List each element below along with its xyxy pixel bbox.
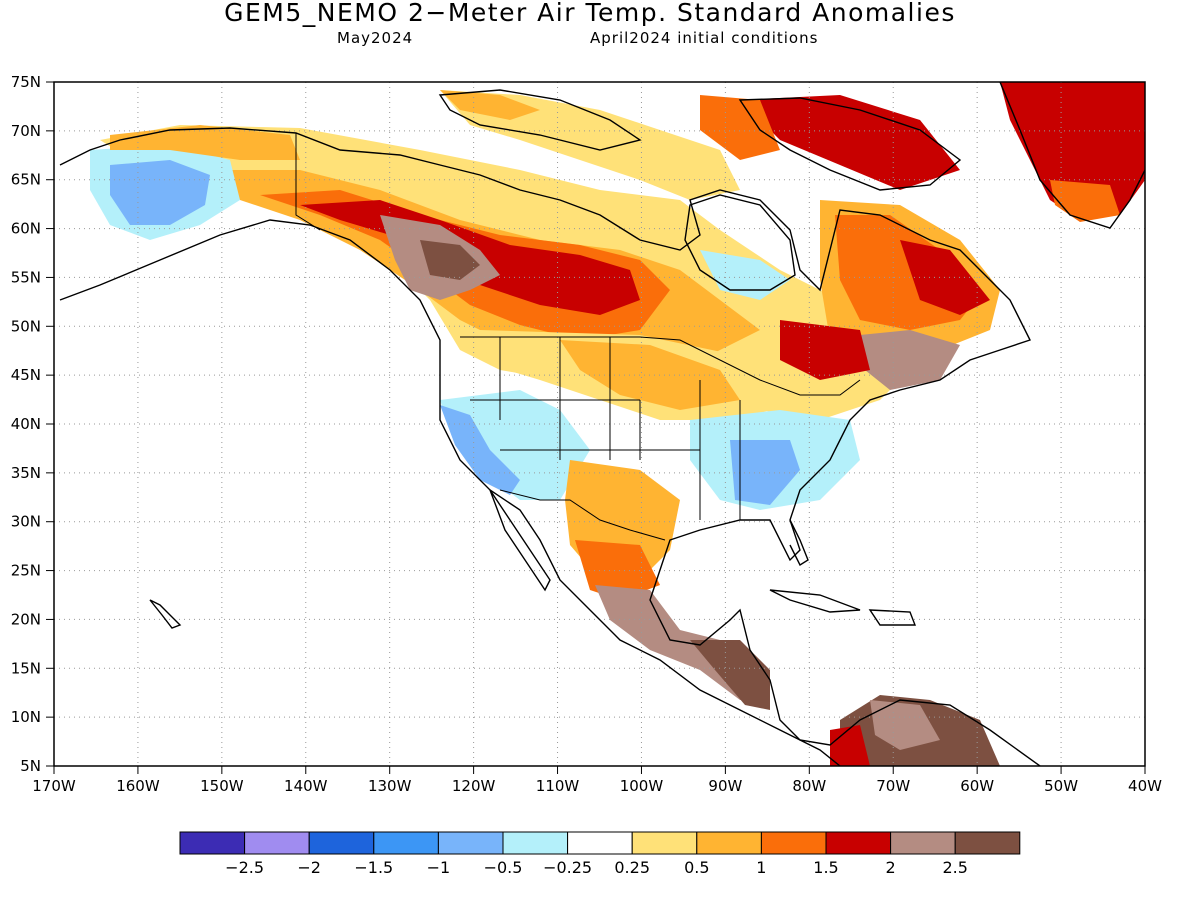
latitude-label: 5N [20, 757, 41, 775]
coastline-hawaii [149, 599, 182, 629]
coastlines [59, 82, 1145, 766]
border-us-mexico [499, 489, 666, 541]
forecast-month: May2024 [337, 29, 414, 47]
longitude-label: 60W [960, 777, 994, 795]
border-alaska-canada [295, 133, 321, 231]
orange-region-arctic [440, 90, 540, 120]
brown-region-venezuela [870, 700, 940, 750]
latitude-label: 75N [11, 73, 41, 91]
border-states-1 [470, 337, 741, 520]
longitude-label: 100W [620, 777, 664, 795]
latitude-label: 10N [11, 708, 41, 726]
cold-region-west [440, 390, 590, 500]
legend-swatch [696, 831, 762, 855]
legend-swatch [631, 831, 698, 855]
latitude-label: 50N [11, 317, 41, 335]
darkbrown-region-centralamerica [690, 640, 770, 710]
longitude-label: 80W [792, 777, 826, 795]
coastline-north-america [59, 127, 1041, 766]
legend-label: −2 [297, 858, 321, 877]
orange-region-greenland [1050, 180, 1120, 222]
legend-label: −1 [427, 858, 451, 877]
legend-swatch [825, 831, 892, 855]
legend-label: −2.5 [225, 858, 264, 877]
legend-label: 2.5 [942, 858, 967, 877]
latitude-label: 30N [11, 513, 41, 531]
coastline-hispaniola [868, 609, 917, 626]
red-region-colombia [830, 725, 870, 766]
coastline-cuba [769, 589, 861, 613]
longitude-label: 90W [708, 777, 742, 795]
coastline-arctic-islands [438, 89, 642, 151]
latitude-label: 25N [11, 562, 41, 580]
latitude-label: 20N [11, 610, 41, 628]
coastline-greenland [999, 82, 1145, 229]
latitude-label: 35N [11, 464, 41, 482]
darkorange-region-mexico [575, 540, 660, 600]
color-legend: −2.5 −2 −1.5 −1 −0.5 −0.25 0.25 0.5 1 1.5 2 2.5 [179, 831, 1021, 877]
coastline-florida [789, 519, 809, 567]
latitude-labels: 75N 70N 65N 60N 55N 50N 45N 40N 35N 30N 25N 20N 15N 1… [11, 73, 54, 775]
legend-swatch [567, 831, 633, 855]
longitude-label: 70W [876, 777, 910, 795]
legend-swatch [760, 831, 827, 855]
legend-swatch [890, 831, 956, 855]
latitude-label: 45N [11, 366, 41, 384]
latitude-label: 65N [11, 171, 41, 189]
longitude-label: 120W [452, 777, 496, 795]
legend-swatch [308, 831, 375, 855]
latitude-label: 15N [11, 659, 41, 677]
legend-swatch [244, 831, 310, 855]
longitude-label: 130W [368, 777, 412, 795]
red-region-baffin [740, 95, 960, 190]
legend-label: −1.5 [354, 858, 393, 877]
latitude-label: 40N [11, 415, 41, 433]
coastline-baffin [738, 97, 962, 191]
coastline-pacific [59, 219, 841, 766]
longitude-label: 40W [1128, 777, 1162, 795]
anomaly-shading [90, 82, 1145, 766]
coastline-hudson-bay [684, 194, 796, 291]
legend-label: −0.5 [484, 858, 523, 877]
cold-region-alaska [110, 160, 210, 225]
legend-swatch [179, 831, 246, 855]
longitude-label: 140W [284, 777, 328, 795]
warm-region-alaska-north [110, 125, 300, 160]
legend-label: 1 [756, 858, 766, 877]
border-us-canada [460, 336, 861, 396]
longitude-label: 150W [200, 777, 244, 795]
legend-swatch [954, 831, 1021, 855]
longitude-label: 170W [32, 777, 76, 795]
legend-label: 0.25 [614, 858, 650, 877]
longitude-labels: 170W 160W 150W 140W 130W 120W 110W 100W 90W 80W 70… [32, 766, 1162, 795]
longitude-label: 160W [116, 777, 160, 795]
cold-region-hudson [700, 250, 790, 300]
latitude-label: 55N [11, 268, 41, 286]
latitude-label: 70N [11, 122, 41, 140]
red-region-maritimes [780, 320, 870, 380]
darkbrown-region-bc [420, 240, 480, 280]
legend-swatch [437, 831, 504, 855]
political-borders [295, 133, 861, 541]
legend-swatch [502, 831, 569, 855]
legend-label: 1.5 [813, 858, 838, 877]
legend-label: 0.5 [684, 858, 709, 877]
legend-label: 2 [886, 858, 896, 877]
longitude-label: 110W [536, 777, 580, 795]
legend-label: −0.25 [543, 858, 592, 877]
orange-region-baffin [700, 95, 780, 160]
initial-conditions: April2024 initial conditions [590, 29, 819, 47]
coastline-baja [489, 489, 551, 592]
longitude-label: 50W [1044, 777, 1078, 795]
legend-swatch [373, 831, 439, 855]
latitude-label: 60N [11, 220, 41, 238]
map-title: GEM5_NEMO 2−Meter Air Temp. Standard Ano… [224, 0, 956, 27]
